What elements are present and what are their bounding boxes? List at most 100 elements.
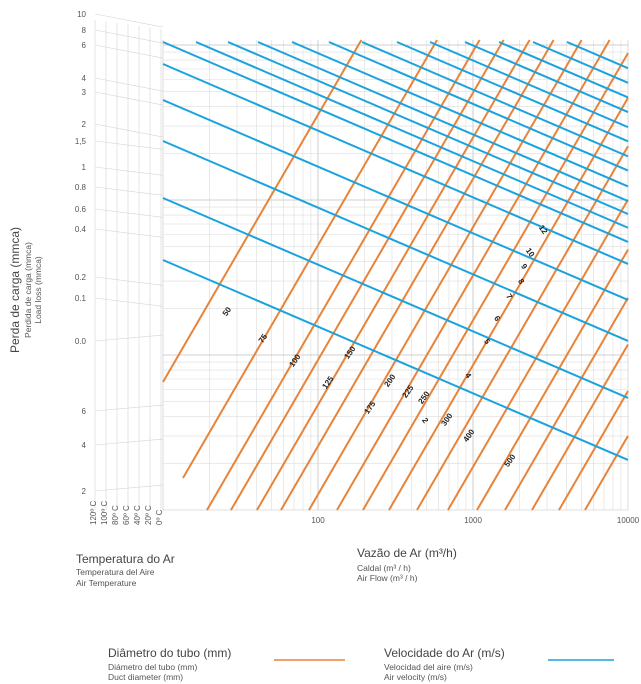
diameter-line bbox=[256, 39, 531, 511]
velocity-line-label: 9 bbox=[519, 262, 529, 271]
diameter-line bbox=[558, 390, 629, 511]
velocity-line bbox=[291, 41, 629, 188]
velocity-line bbox=[227, 41, 629, 215]
velocity-lines bbox=[162, 41, 629, 461]
diameter-line bbox=[416, 145, 629, 511]
temp-grid-line bbox=[94, 297, 164, 307]
y-tick-label: 0.1 bbox=[75, 294, 87, 303]
diameter-line bbox=[162, 39, 363, 383]
y-tick-label: 0.2 bbox=[75, 273, 87, 282]
velocity-line bbox=[162, 259, 629, 461]
velocity-line bbox=[532, 41, 629, 84]
velocity-line bbox=[396, 41, 629, 143]
temp-title-es: Temperatura del Aire bbox=[76, 567, 155, 577]
y-tick-label: 0.4 bbox=[75, 225, 87, 234]
velocity-line bbox=[162, 140, 629, 342]
temp-grid-line bbox=[94, 166, 164, 176]
diameter-line-label: 200 bbox=[382, 372, 397, 389]
x-title-en: Air Flow (m³ / h) bbox=[357, 573, 418, 583]
legend-velocity-es: Velocidad del aire (m/s) bbox=[384, 662, 473, 672]
diameter-line bbox=[531, 343, 629, 511]
diameter-line bbox=[584, 435, 629, 511]
x-title-pt: Vazão de Ar (m³/h) bbox=[357, 546, 457, 560]
velocity-line-label: 5 bbox=[482, 337, 492, 346]
x-tick-label: 10000 bbox=[617, 516, 640, 525]
temp-grid-line bbox=[94, 276, 164, 286]
temp-grid-line bbox=[94, 140, 164, 150]
velocity-line bbox=[195, 41, 629, 229]
y-tick-label: 1 bbox=[82, 163, 87, 172]
velocity-line bbox=[257, 41, 629, 203]
legend-diameter-en: Duct diameter (mm) bbox=[108, 672, 183, 682]
y-tick-label: 4 bbox=[82, 74, 87, 83]
diameter-line-label: 500 bbox=[502, 452, 517, 469]
legend-diameter-pt: Diâmetro do tubo (mm) bbox=[108, 646, 231, 660]
velocity-line-label: 8 bbox=[516, 277, 526, 286]
y-tick-label: 10 bbox=[77, 10, 86, 19]
velocity-line bbox=[498, 41, 629, 99]
temperature-tick-label: 40º C bbox=[133, 505, 142, 525]
y-tick-label: 1,5 bbox=[75, 137, 87, 146]
temp-grid-line bbox=[94, 228, 164, 238]
temp-grid-line bbox=[94, 44, 164, 59]
y-tick-label: 0.0 bbox=[75, 337, 87, 346]
temp-grid-line bbox=[94, 186, 164, 196]
legend-velocity-pt: Velocidade do Ar (m/s) bbox=[384, 646, 505, 660]
diameter-line-label: 50 bbox=[221, 305, 234, 318]
diameter-line bbox=[388, 97, 629, 511]
temp-grid-line bbox=[94, 404, 164, 412]
diameter-line-label: 300 bbox=[439, 411, 454, 428]
y-tick-label: 6 bbox=[82, 407, 87, 416]
velocity-line bbox=[464, 41, 629, 114]
temp-grid-line bbox=[94, 123, 164, 138]
velocity-line bbox=[162, 63, 629, 265]
y-tick-label: 3 bbox=[82, 88, 87, 97]
temp-title-en: Air Temperature bbox=[76, 578, 137, 588]
diameter-line-label: 150 bbox=[342, 344, 357, 361]
velocity-line bbox=[361, 41, 629, 158]
y-title-es: Perdida de carga (mmca) bbox=[23, 242, 33, 338]
diameter-lines bbox=[162, 39, 629, 511]
diameter-line bbox=[476, 249, 629, 511]
velocity-line bbox=[162, 99, 629, 301]
y-tick-label: 4 bbox=[82, 441, 87, 450]
velocity-line-label: 4 bbox=[463, 371, 473, 380]
diameter-line-label: 250 bbox=[416, 389, 431, 406]
temperature-tick-label: 100º C bbox=[100, 501, 109, 525]
velocity-line-label: 6 bbox=[492, 314, 502, 323]
temp-title-pt: Temperatura do Ar bbox=[76, 552, 175, 566]
x-title-es: Caldal (m³ / h) bbox=[357, 563, 411, 573]
velocity-line bbox=[429, 41, 629, 129]
temperature-grid bbox=[94, 13, 164, 510]
diameter-line bbox=[504, 297, 629, 511]
y-tick-label: 6 bbox=[82, 41, 87, 50]
diameter-line bbox=[230, 39, 505, 511]
velocity-line-label: 7 bbox=[504, 292, 514, 301]
velocity-line bbox=[328, 41, 629, 172]
legend-diameter-es: Diámetro del tubo (mm) bbox=[108, 662, 197, 672]
temp-grid-line bbox=[94, 484, 164, 492]
velocity-line-label: 2 bbox=[420, 416, 430, 425]
diameter-line bbox=[362, 52, 629, 511]
y-title-en: Load loss (mmca) bbox=[33, 256, 43, 324]
temp-grid-line bbox=[94, 334, 164, 342]
temp-grid-line bbox=[94, 438, 164, 446]
y-title-pt: Perda de carga (mmca) bbox=[8, 227, 22, 353]
axis-ticks: 10 8 6 4 3 2 1,5 1 0.8 0.6 0.4 0.2 0.1 0.0 6 4 2 100 1000 1… bbox=[75, 10, 640, 525]
diameter-line-label: 225 bbox=[400, 383, 415, 400]
x-tick-label: 1000 bbox=[464, 516, 482, 525]
temp-grid-line bbox=[94, 29, 164, 44]
temp-grid-line bbox=[94, 208, 164, 218]
velocity-line bbox=[566, 41, 629, 70]
temperature-tick-label: 0º C bbox=[155, 509, 164, 525]
chart-grid bbox=[162, 40, 629, 511]
diameter-line-label: 100 bbox=[287, 352, 302, 369]
temperature-tick-label: 60º C bbox=[122, 505, 131, 525]
y-tick-label: 2 bbox=[82, 120, 87, 129]
legend-velocity-en: Air velocity (m/s) bbox=[384, 672, 447, 682]
velocity-line bbox=[162, 41, 629, 243]
temp-grid-line bbox=[94, 13, 164, 28]
y-tick-label: 0.8 bbox=[75, 183, 87, 192]
